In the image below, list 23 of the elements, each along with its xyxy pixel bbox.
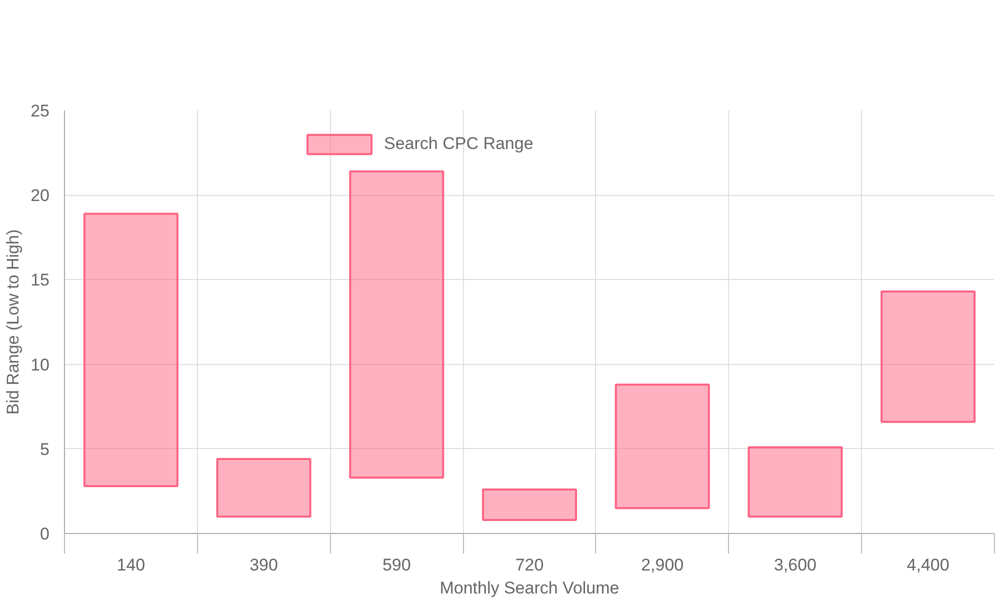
- legend-label: Search CPC Range: [384, 134, 534, 154]
- bar: [482, 488, 577, 521]
- x-tick-label: 390: [250, 556, 278, 574]
- x-tick-label: 3,600: [774, 556, 816, 574]
- bar: [880, 290, 976, 423]
- x-tick-label: 590: [382, 556, 411, 574]
- y-tick-label: 5: [40, 440, 50, 459]
- bar: [349, 170, 444, 479]
- y-tick-label: 10: [30, 355, 50, 374]
- y-tick-label: 25: [30, 102, 50, 120]
- x-tick-label: 4,400: [906, 556, 950, 574]
- x-tick-label: 140: [116, 556, 146, 574]
- x-axis-title: Monthly Search Volume: [440, 578, 620, 598]
- bar: [216, 458, 312, 518]
- y-tick-label: 0: [40, 524, 50, 544]
- x-tick-label: 2,900: [641, 556, 684, 574]
- y-tick-label: 20: [30, 186, 50, 206]
- x-tick-label: 720: [515, 556, 544, 574]
- y-tick-label: 15: [30, 270, 50, 290]
- bar: [83, 212, 178, 488]
- bar: [748, 446, 843, 518]
- y-axis-title: Bid Range (Low to High): [4, 229, 23, 415]
- bar: [614, 384, 710, 510]
